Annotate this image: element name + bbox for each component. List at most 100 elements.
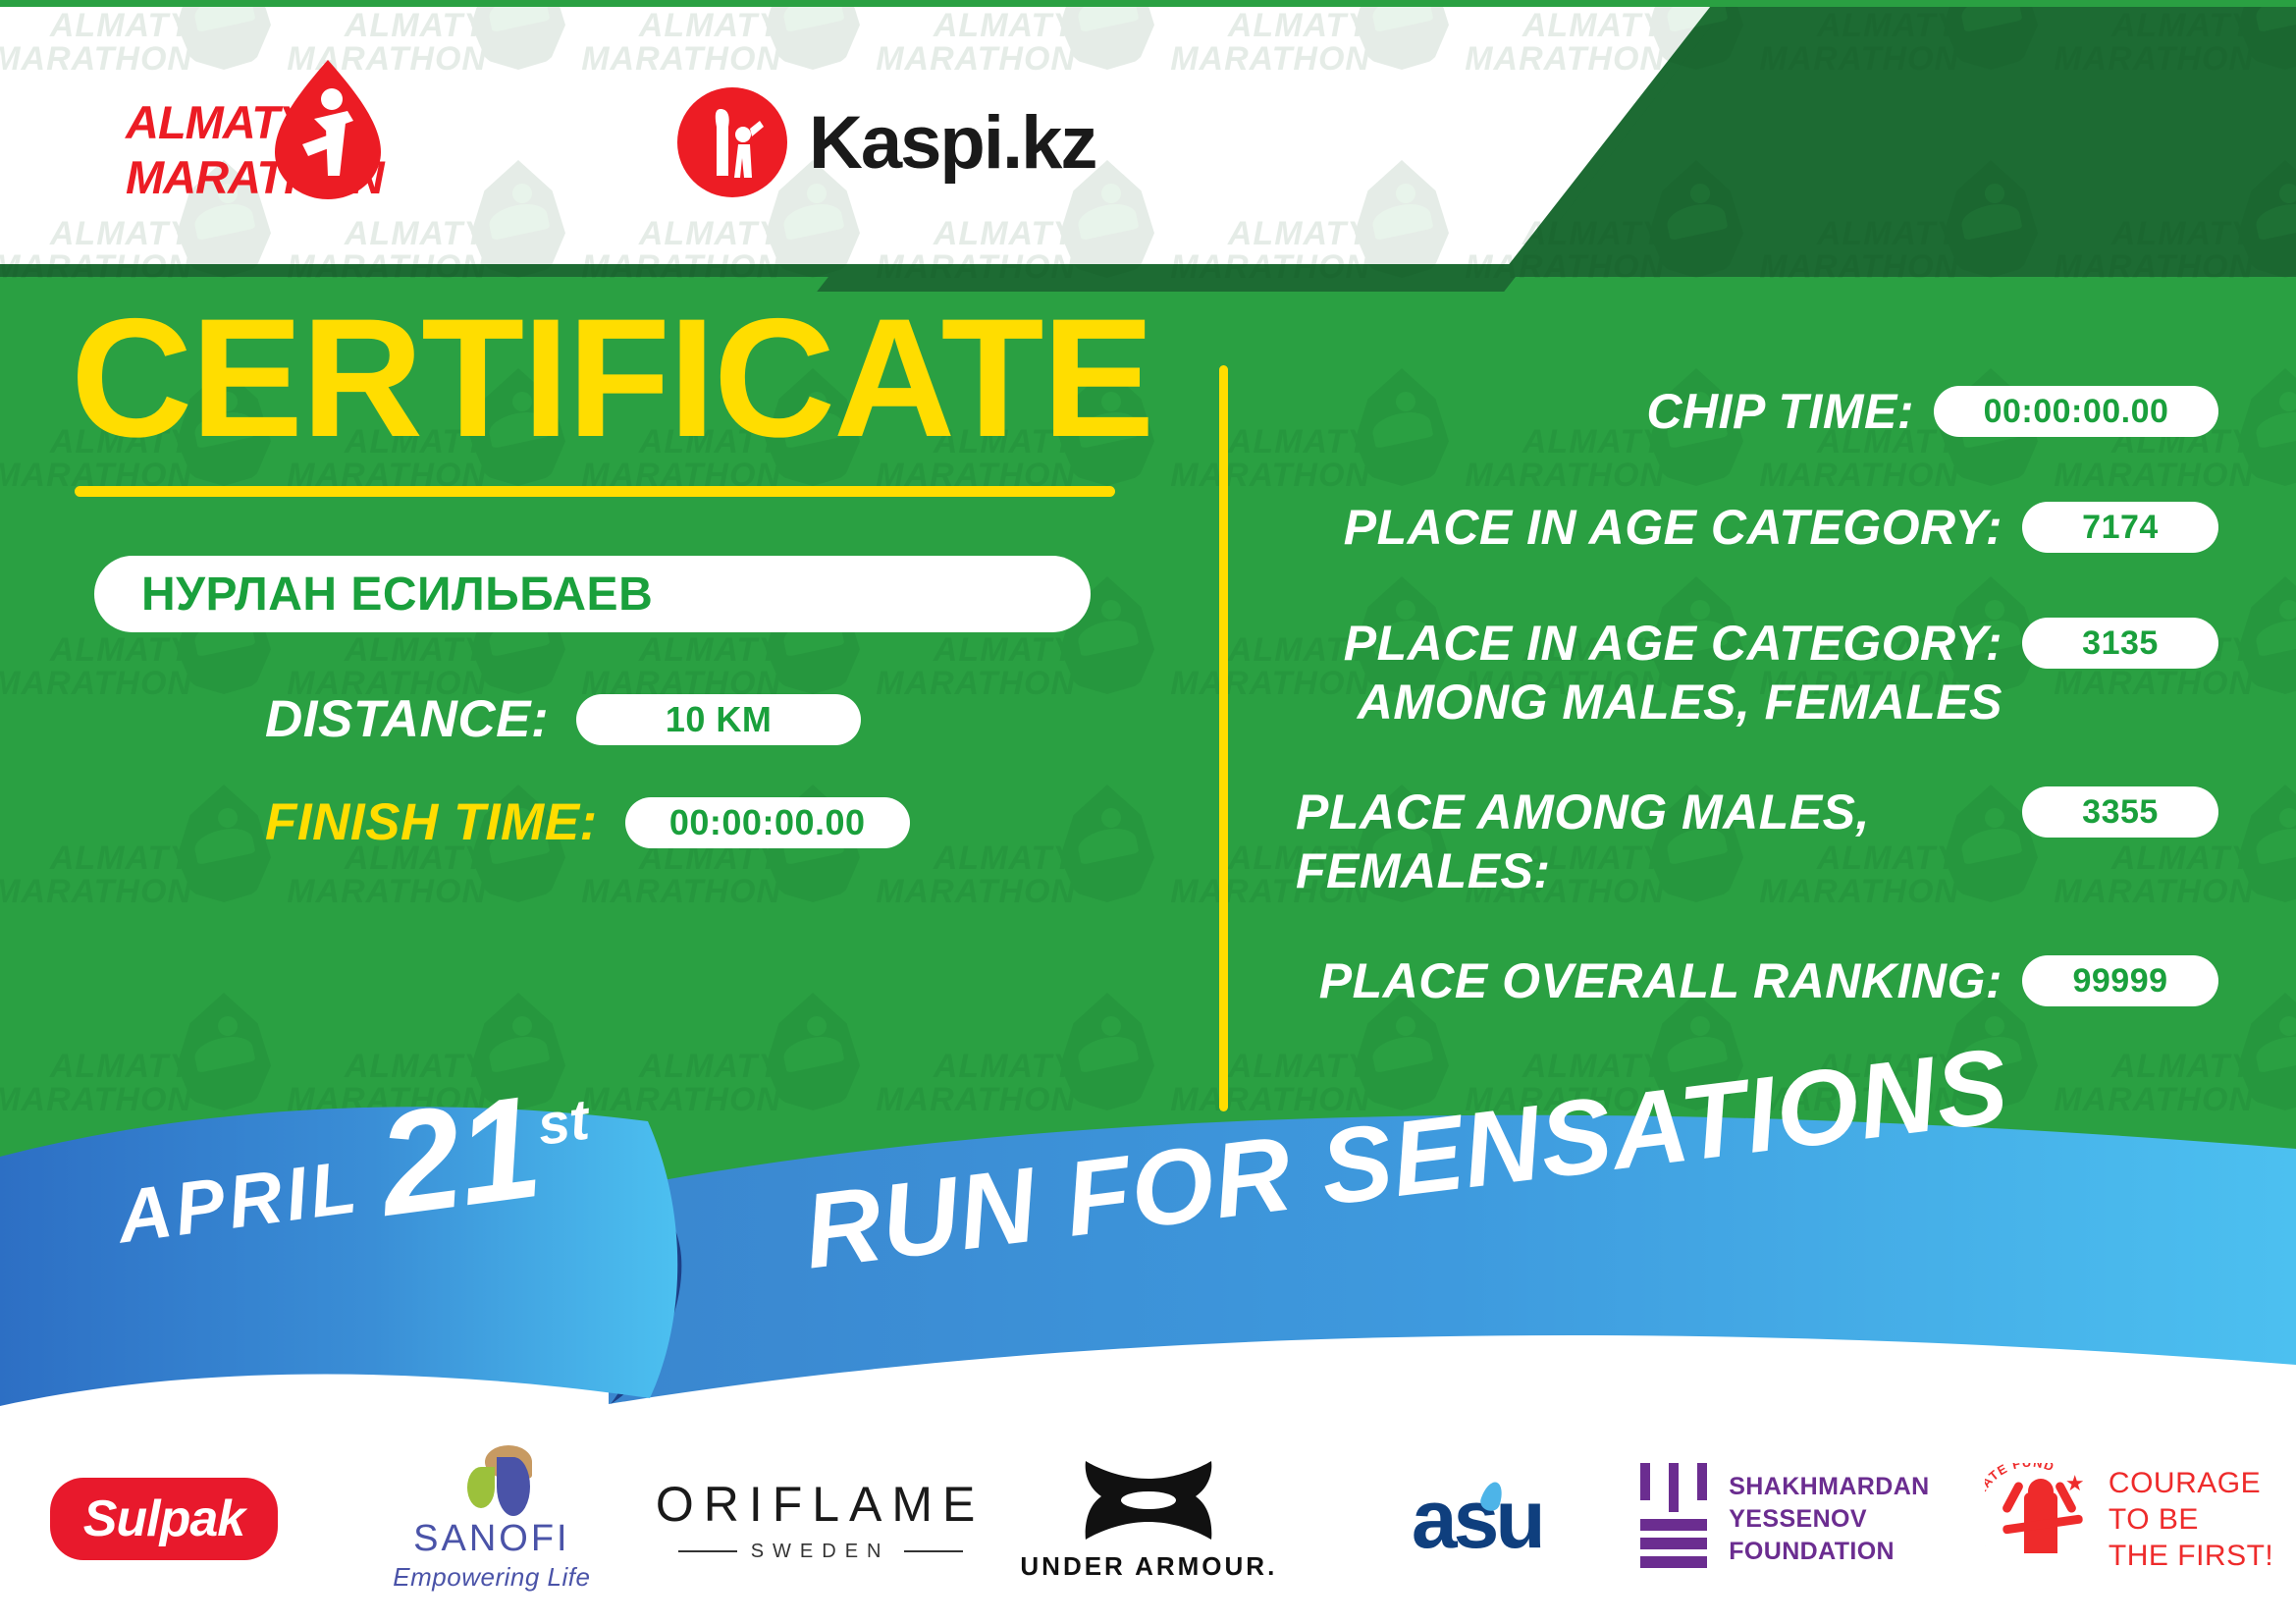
stat-label: PLACE AMONG MALES, FEMALES: xyxy=(1296,785,1870,898)
left-column: CERTIFICATE НУРЛАН ЕСИЛЬБАЕВ DISTANCE: 1… xyxy=(0,292,1207,852)
courage-line1: COURAGE xyxy=(2108,1466,2262,1499)
watermark-drop-icon xyxy=(1060,1201,1154,1283)
stat-value: 3355 xyxy=(2082,792,2159,831)
star-icon: ★ xyxy=(2064,1471,2085,1495)
kaspi-people-icon xyxy=(677,87,787,197)
courage-runner-icon: CORPORATE FUND ★ xyxy=(1985,1463,2093,1573)
stat-value-field[interactable]: 7174 xyxy=(2022,502,2218,553)
watermark-drop-icon xyxy=(1944,1201,2038,1283)
almaty-marathon-logo: ALMATY MARATHON xyxy=(126,60,385,205)
sponsor-logo-courage: CORPORATE FUND ★ COURAGE TO BE THE FIRST… xyxy=(1968,1463,2296,1574)
green-body: ALMATY MARATHON ALMATY MARATHON ALMATY MARATH… xyxy=(0,7,2296,1283)
watermark-drop-icon xyxy=(2238,785,2296,902)
sanofi-logo-text: SANOFI xyxy=(413,1518,570,1559)
stat-value-field[interactable]: 3135 xyxy=(2022,618,2218,669)
page-title: CERTIFICATE xyxy=(71,284,1154,472)
watermark-drop-icon xyxy=(766,993,860,1110)
participant-name-value: НУРЛАН ЕСИЛЬБАЕВ xyxy=(141,568,654,621)
watermark-drop-icon xyxy=(2238,993,2296,1110)
sanofi-mark-icon xyxy=(450,1445,534,1516)
yessenov-line1: SHAKHMARDAN YESSENOV xyxy=(1729,1472,1930,1533)
runner-drop-icon xyxy=(275,60,381,199)
oriflame-rule-right xyxy=(903,1550,963,1552)
watermark-drop-icon xyxy=(1355,1201,1449,1283)
stat-label: PLACE IN AGE CATEGORY: xyxy=(1343,500,2002,555)
watermark-drop-icon xyxy=(2238,1201,2296,1283)
stat-value: 3135 xyxy=(2082,623,2159,662)
watermark-drop-icon xyxy=(471,1201,565,1283)
sponsor-logo-oriflame: ORIFLAME SWEDEN xyxy=(656,1476,986,1563)
finish-time-row: FINISH TIME: 00:00:00.00 xyxy=(265,792,1207,852)
watermark-drop-icon xyxy=(471,993,565,1110)
sponsor-logo-sanofi: SANOFI Empowering Life xyxy=(328,1445,656,1593)
finish-time-field[interactable]: 00:00:00.00 xyxy=(624,796,910,848)
finish-time-value: 00:00:00.00 xyxy=(668,801,866,842)
distance-label: DISTANCE: xyxy=(265,690,550,748)
sponsor-logo-asu: asu xyxy=(1312,1478,1640,1560)
kaspi-logo: Kaspi.kz xyxy=(677,87,1097,197)
sanofi-tagline: Empowering Life xyxy=(393,1562,591,1592)
stat-label: PLACE IN AGE CATEGORY: AMONG MALES, FEMAL… xyxy=(1343,616,2002,730)
stat-value: 99999 xyxy=(2072,961,2168,1000)
asu-text: asu xyxy=(1411,1473,1546,1565)
stat-row: PLACE IN AGE CATEGORY: 7174 xyxy=(1296,498,2218,563)
watermark-drop-icon xyxy=(177,1201,271,1283)
asu-logo-text: asu xyxy=(1412,1478,1546,1560)
stat-row: CHIP TIME: 00:00:00.00 xyxy=(1296,382,2218,447)
kaspi-logo-text: Kaspi.kz xyxy=(809,100,1097,185)
participant-name-field[interactable]: НУРЛАН ЕСИЛЬБАЕВ xyxy=(94,556,1091,632)
under-armour-icon xyxy=(1080,1457,1217,1543)
yellow-vertical-divider xyxy=(1219,365,1228,1111)
stat-value: 7174 xyxy=(2082,508,2159,546)
distance-field[interactable]: 10 KM xyxy=(576,693,862,745)
stats-column: CHIP TIME: 00:00:00.00 PLACE IN AGE CATE… xyxy=(1296,382,2218,1067)
stat-label: PLACE OVERALL RANKING: xyxy=(1318,953,2002,1008)
oriflame-sub-text: SWEDEN xyxy=(750,1540,890,1562)
distance-row: DISTANCE: 10 KM xyxy=(265,689,1207,749)
distance-value: 10 KM xyxy=(665,698,773,739)
watermark-drop-icon xyxy=(2238,576,2296,694)
sponsor-bar: Sulpak SANOFI Empowering Life ORIFLAME S… xyxy=(0,1414,2296,1624)
stat-label: CHIP TIME: xyxy=(1646,384,1914,439)
watermark-drop-icon xyxy=(1060,993,1154,1110)
title-underline xyxy=(75,486,1115,497)
watermark-drop-icon xyxy=(1649,1201,1743,1283)
stat-value-field[interactable]: 00:00:00.00 xyxy=(1934,386,2218,437)
sponsor-logo-sulpak: Sulpak xyxy=(0,1478,328,1560)
under-armour-logo-text: UNDER ARMOUR. xyxy=(1020,1550,1278,1581)
yessenov-bars-icon xyxy=(1640,1463,1708,1575)
watermark-drop-icon xyxy=(177,993,271,1110)
stat-value-field[interactable]: 3355 xyxy=(2022,786,2218,838)
oriflame-logo-text: ORIFLAME xyxy=(655,1476,986,1532)
finish-time-label: FINISH TIME: xyxy=(265,793,598,851)
courage-line2: TO BE xyxy=(2108,1502,2199,1536)
stat-value-field[interactable]: 99999 xyxy=(2022,955,2218,1006)
stat-row: PLACE AMONG MALES, FEMALES: 3355 xyxy=(1296,783,2218,900)
yessenov-line2: FOUNDATION xyxy=(1729,1537,1896,1565)
stat-value: 00:00:00.00 xyxy=(1983,392,2169,430)
watermark-drop-icon xyxy=(2238,368,2296,486)
sponsor-logo-under-armour: UNDER ARMOUR. xyxy=(985,1457,1312,1582)
oriflame-rule-left xyxy=(677,1550,737,1552)
sponsor-logo-yessenov: SHAKHMARDAN YESSENOV FOUNDATION xyxy=(1640,1463,1968,1575)
stat-row: PLACE IN AGE CATEGORY: AMONG MALES, FEMAL… xyxy=(1296,614,2218,731)
